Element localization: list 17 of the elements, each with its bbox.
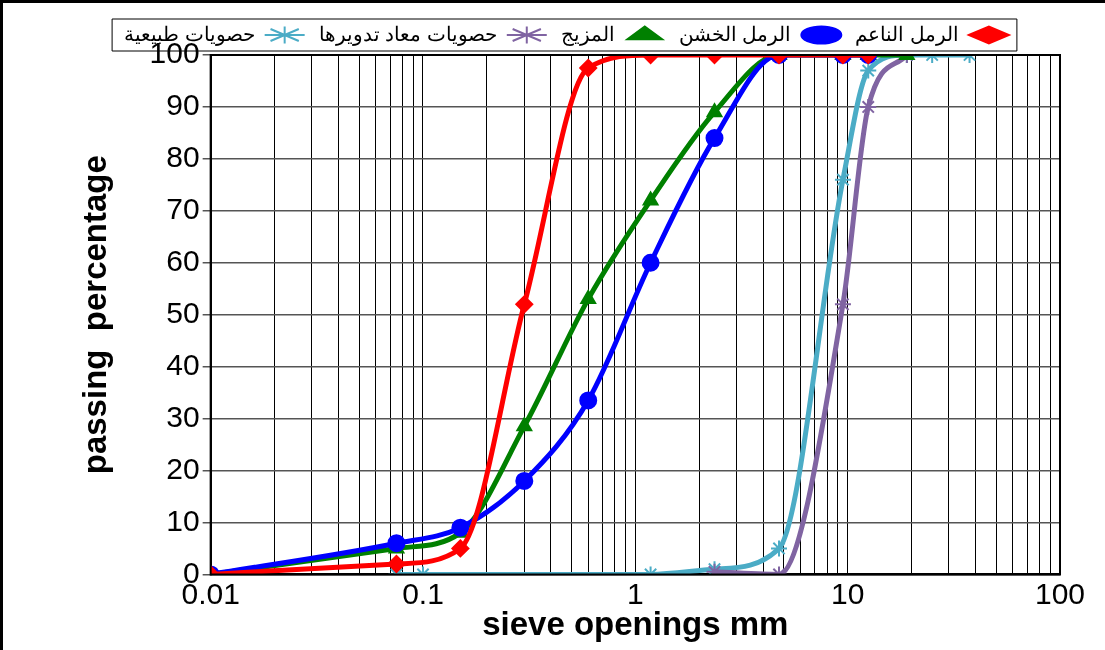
y-tick-label: 50	[166, 295, 200, 329]
y-tick-label: 90	[166, 88, 200, 122]
x-tick-label: 100	[1034, 576, 1086, 610]
y-tick-label: 70	[166, 192, 200, 226]
legend-label: المزيج	[560, 22, 615, 46]
y-tick-label: 40	[166, 347, 200, 381]
x-tick-label: 10	[830, 576, 865, 610]
y-tick-label: 30	[166, 399, 200, 433]
legend-label: الرمل الناعم	[855, 22, 959, 46]
legend-label: حصويات معاد تدويرها	[318, 22, 497, 46]
y-tick-label: 80	[166, 140, 200, 174]
y-axis-title: passing percentage	[75, 155, 113, 475]
y-tick-label: 10	[166, 503, 200, 537]
y-tick-label: 20	[166, 451, 200, 485]
legend-label: الرمل الخشن	[678, 22, 792, 46]
x-tick-label: 0.1	[402, 576, 444, 610]
y-tick-label: 60	[166, 244, 200, 278]
